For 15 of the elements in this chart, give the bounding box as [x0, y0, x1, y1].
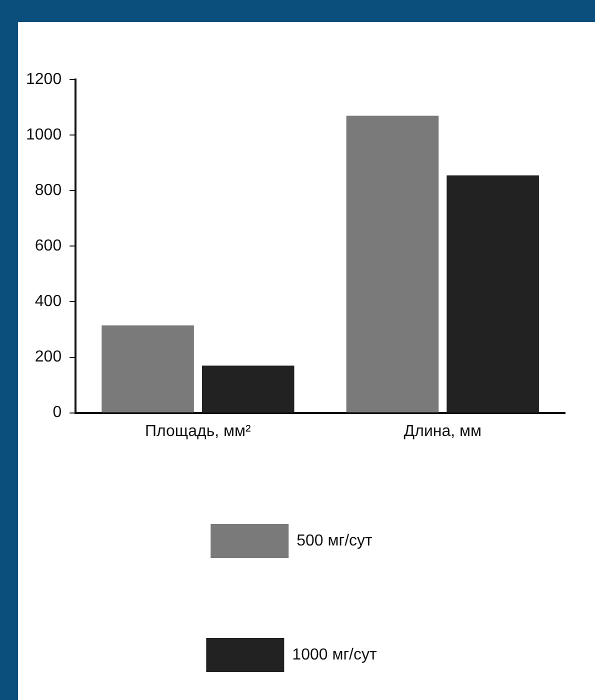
legend-label: 1000 мг/сут	[292, 646, 378, 664]
bar	[102, 325, 194, 412]
legend-label: 500 мг/сут	[296, 532, 374, 550]
y-tick-label: 1200	[26, 71, 62, 88]
y-tick-label: 0	[52, 404, 62, 422]
y-tick-label: 600	[34, 238, 62, 255]
x-tick-label: Длина, мм	[404, 422, 482, 440]
y-tick-label: 1000	[26, 126, 62, 144]
bar	[446, 175, 539, 412]
y-tick-label: 200	[34, 348, 62, 366]
y-tick-label: 800	[34, 182, 62, 200]
y-tick-label: 400	[34, 293, 62, 310]
bar	[202, 366, 294, 412]
x-tick-label: Площадь, мм²	[145, 422, 252, 440]
bar	[346, 116, 439, 412]
